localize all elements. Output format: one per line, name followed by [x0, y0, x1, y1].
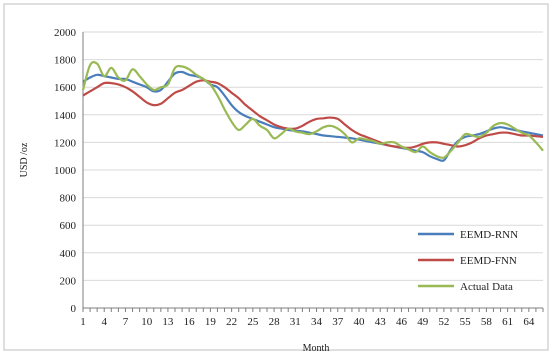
y-tick-label: 2000 [54, 27, 77, 39]
x-tick-label: 37 [332, 316, 344, 328]
x-tick-label: 1 [80, 316, 86, 328]
y-tick-label: 400 [60, 248, 77, 260]
legend-label: Actual Data [460, 281, 513, 293]
y-tick-label: 200 [60, 275, 77, 287]
x-tick-label: 4 [101, 316, 107, 328]
series-lines [81, 61, 544, 162]
x-tick-label: 61 [502, 316, 513, 328]
y-tick-label: 1600 [54, 82, 77, 94]
x-tick-label: 58 [481, 316, 493, 328]
x-tick-label: 28 [269, 316, 281, 328]
x-axis-title: Month [303, 343, 330, 354]
y-tick-label: 0 [71, 303, 77, 315]
x-tick-label: 46 [396, 316, 408, 328]
y-tick-label: 800 [60, 193, 77, 205]
x-tick-label: 55 [460, 316, 472, 328]
x-tick-label: 10 [141, 316, 153, 328]
legend-label: EEMD-RNN [460, 229, 518, 241]
y-axis-ticks: 0 200 400 600 800 1000 1200 1400 1600 1800 2000 [54, 27, 77, 315]
x-tick-label: 25 [247, 316, 259, 328]
x-tick-label: 64 [523, 316, 535, 328]
y-axis-title: USD /oz [19, 142, 30, 177]
y-tick-label: 1400 [54, 110, 77, 122]
x-tick-label: 34 [311, 316, 323, 328]
x-tick-label: 49 [417, 316, 429, 328]
x-tick-label: 22 [226, 316, 237, 328]
chart-frame [3, 3, 549, 351]
x-tick-label: 19 [205, 316, 217, 328]
x-tick-label: 13 [162, 316, 174, 328]
gridlines [82, 31, 543, 309]
legend: EEMD-RNN EEMD-FNN Actual Data [418, 229, 518, 293]
x-tick-label: 7 [123, 316, 129, 328]
y-tick-label: 1000 [54, 165, 77, 177]
y-tick-label: 1800 [54, 55, 77, 67]
y-tick-label: 1200 [54, 137, 77, 149]
y-tick-label: 600 [60, 220, 77, 232]
x-tick-label: 31 [290, 316, 301, 328]
x-tick-label: 40 [354, 316, 366, 328]
series-line-actual-data [81, 61, 544, 159]
x-axis-ticks: 1 4 7 10 13 16 19 22 25 28 31 34 37 40 43 46 49 52 55 58 61 6… [80, 308, 544, 328]
x-tick-label: 43 [375, 316, 387, 328]
x-tick-label: 16 [184, 316, 196, 328]
series-line-eemd-fnn [82, 79, 544, 150]
legend-label: EEMD-FNN [460, 255, 517, 267]
x-tick-label: 52 [438, 316, 449, 328]
